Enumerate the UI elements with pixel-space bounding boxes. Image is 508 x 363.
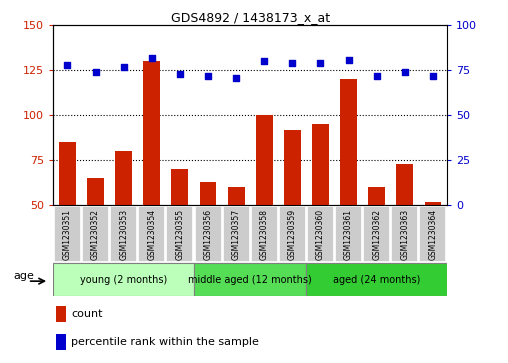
Bar xyxy=(167,206,194,262)
Bar xyxy=(56,334,67,350)
Text: GSM1230364: GSM1230364 xyxy=(428,209,437,260)
Text: GSM1230357: GSM1230357 xyxy=(232,209,241,260)
Bar xyxy=(87,178,104,205)
Point xyxy=(232,75,240,81)
Point xyxy=(344,57,353,62)
Bar xyxy=(363,206,390,262)
Text: GSM1230355: GSM1230355 xyxy=(175,209,184,260)
Point xyxy=(429,73,437,79)
Bar xyxy=(335,206,362,262)
Point xyxy=(64,62,72,68)
Point xyxy=(316,60,325,66)
Bar xyxy=(284,130,301,205)
Text: GSM1230358: GSM1230358 xyxy=(260,209,269,260)
Point xyxy=(119,64,128,70)
Point xyxy=(148,55,156,61)
Bar xyxy=(54,206,81,262)
Text: GSM1230354: GSM1230354 xyxy=(147,209,156,260)
Bar xyxy=(138,206,165,262)
Title: GDS4892 / 1438173_x_at: GDS4892 / 1438173_x_at xyxy=(171,11,330,24)
Text: young (2 months): young (2 months) xyxy=(80,274,167,285)
Bar xyxy=(425,201,441,205)
Point xyxy=(260,58,268,64)
Text: count: count xyxy=(71,309,103,319)
Text: GSM1230356: GSM1230356 xyxy=(204,209,212,260)
Bar xyxy=(312,124,329,205)
Text: age: age xyxy=(13,271,34,281)
Bar xyxy=(195,206,221,262)
Bar xyxy=(82,206,109,262)
Text: GSM1230363: GSM1230363 xyxy=(400,209,409,260)
Bar xyxy=(115,151,132,205)
Text: GSM1230359: GSM1230359 xyxy=(288,209,297,260)
Bar xyxy=(200,182,216,205)
Bar xyxy=(172,169,188,205)
Point xyxy=(401,69,409,75)
Text: GSM1230351: GSM1230351 xyxy=(63,209,72,260)
Bar xyxy=(53,263,194,296)
Text: GSM1230361: GSM1230361 xyxy=(344,209,353,260)
Bar xyxy=(340,79,357,205)
Point xyxy=(373,73,381,79)
Bar xyxy=(110,206,137,262)
Bar xyxy=(56,306,67,322)
Text: percentile rank within the sample: percentile rank within the sample xyxy=(71,337,259,347)
Text: middle aged (12 months): middle aged (12 months) xyxy=(188,274,312,285)
Point xyxy=(91,69,100,75)
Text: GSM1230352: GSM1230352 xyxy=(91,209,100,260)
Point xyxy=(289,60,297,66)
Bar xyxy=(143,61,160,205)
Bar xyxy=(396,164,414,205)
Point xyxy=(176,71,184,77)
Bar xyxy=(420,206,447,262)
Bar xyxy=(256,115,273,205)
Bar xyxy=(251,206,278,262)
Bar xyxy=(223,206,249,262)
Text: GSM1230353: GSM1230353 xyxy=(119,209,128,260)
Bar xyxy=(391,206,419,262)
Text: GSM1230360: GSM1230360 xyxy=(316,209,325,260)
Bar xyxy=(194,263,306,296)
Bar xyxy=(307,206,334,262)
Bar xyxy=(228,187,244,205)
Text: GSM1230362: GSM1230362 xyxy=(372,209,381,260)
Point xyxy=(204,73,212,79)
Bar xyxy=(279,206,306,262)
Bar xyxy=(59,142,76,205)
Text: aged (24 months): aged (24 months) xyxy=(333,274,421,285)
Bar xyxy=(368,187,385,205)
Bar xyxy=(306,263,447,296)
